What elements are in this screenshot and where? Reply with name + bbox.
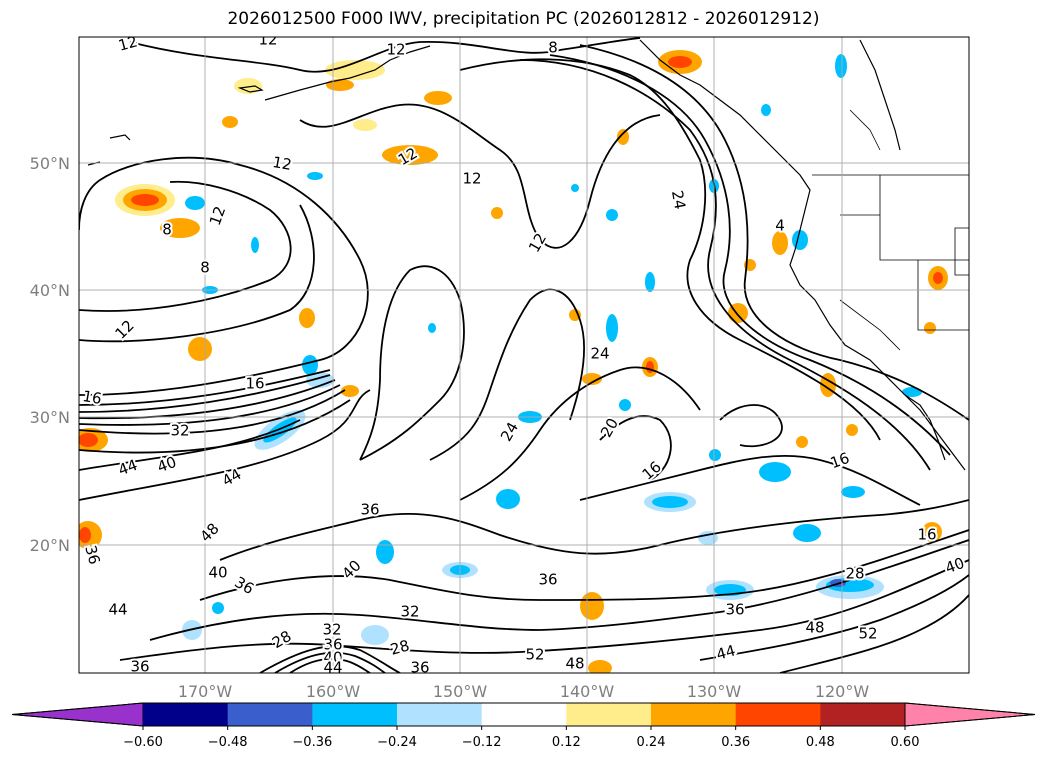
colorbar-segment (11, 702, 144, 727)
colorbar-segment (735, 703, 821, 726)
graticule (79, 37, 969, 673)
colorbar-segment (904, 702, 1036, 727)
contour-label: 4 (775, 217, 785, 235)
lon-tick-150w: 150°W (433, 682, 488, 701)
contour-label: 16 (245, 375, 264, 393)
colorbar-segment (481, 703, 567, 726)
contour-label: 36 (130, 658, 149, 676)
contour-label: 12 (271, 153, 293, 174)
colorbar-segment (820, 703, 906, 726)
colorbar-tick-label: 0.60 (891, 735, 920, 750)
contour-label: 8 (548, 39, 558, 57)
lat-tick-40n: 40°N (30, 281, 70, 300)
contour-label: 44 (108, 601, 127, 619)
colorbar-segment (143, 703, 229, 726)
contour-label: 32 (322, 621, 341, 639)
contour-label: 40 (323, 649, 342, 667)
contour-label: 36 (538, 571, 557, 589)
plot-frame (78, 36, 970, 674)
colorbar-ticks: −0.60 −0.48 −0.36 −0.24 −0.12 0.12 0.24 0.36 0.4… (123, 726, 919, 750)
contour-label: 36 (410, 659, 429, 677)
contour-label: 12 (258, 31, 277, 49)
lat-tick-20n: 20°N (30, 536, 70, 555)
contour-label: 16 (917, 526, 936, 544)
lat-tick-30n: 30°N (30, 408, 70, 427)
lon-tick-170w: 170°W (178, 682, 233, 701)
colorbar-segment (227, 703, 313, 726)
colorbar-tick-label: 0.48 (806, 735, 835, 750)
contour-label: 36 (360, 501, 379, 519)
contour-label: 36 (725, 601, 744, 619)
contour-label: 16 (81, 387, 103, 408)
colorbar-tick-label: −0.60 (123, 735, 163, 750)
lon-tick-120w: 120°W (815, 682, 870, 701)
lon-tick-140w: 140°W (560, 682, 615, 701)
contour-label: 8 (200, 259, 210, 277)
colorbar-segment (397, 703, 483, 726)
contour-label: 36 (323, 636, 342, 654)
contour-label: 8 (162, 221, 172, 239)
contour-label: 52 (525, 646, 544, 664)
contour-label: 40 (208, 564, 227, 582)
contour-label: 12 (462, 170, 481, 188)
contour-label: 12 (386, 41, 405, 59)
colorbar-tick-label: −0.36 (292, 735, 332, 750)
contour-label: 28 (845, 565, 864, 583)
colorbar-tick-label: −0.12 (462, 735, 502, 750)
contour-label: 48 (805, 619, 824, 637)
lon-tick-130w: 130°W (687, 682, 742, 701)
lon-tick-160w: 160°W (306, 682, 361, 701)
colorbar-tick-label: 0.24 (637, 735, 666, 750)
longitude-labels: 170°W 160°W 150°W 140°W 130°W 120°W (178, 682, 870, 701)
colorbar-segment (651, 703, 737, 726)
contour-label: 24 (590, 345, 609, 363)
colorbar-segment (312, 703, 398, 726)
colorbar-tick-label: 0.36 (721, 735, 750, 750)
colorbar-tick-label: −0.48 (208, 735, 248, 750)
colorbar (11, 702, 1036, 727)
political-borders (812, 109, 969, 351)
latitude-labels: 50°N 40°N 30°N 20°N (30, 154, 70, 555)
coastline (87, 39, 966, 471)
contour-label: 44 (323, 659, 342, 677)
contour-label: 32 (170, 422, 189, 440)
contour-label: 32 (400, 603, 419, 621)
colorbar-tick-label: −0.24 (377, 735, 417, 750)
map-title: 2026012500 F000 IWV, precipitation PC (2… (227, 9, 820, 29)
contour-label: 24 (668, 189, 689, 211)
contour-label: 48 (565, 655, 584, 673)
lat-tick-50n: 50°N (30, 154, 70, 173)
colorbar-segment (566, 703, 652, 726)
precip-fill-layer (79, 50, 948, 673)
contour-label: 52 (858, 625, 877, 643)
colorbar-tick-label: 0.12 (552, 735, 581, 750)
iwv-contours (79, 37, 969, 673)
